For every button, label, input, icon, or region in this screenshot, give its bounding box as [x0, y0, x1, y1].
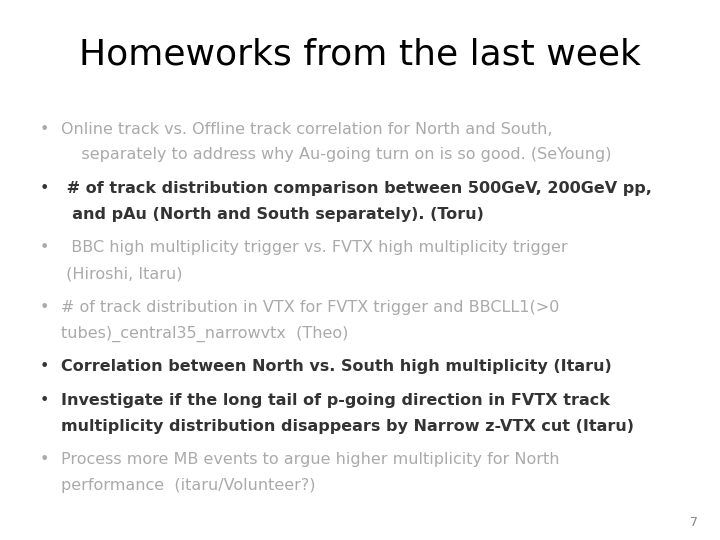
- Text: performance  (itaru/Volunteer?): performance (itaru/Volunteer?): [61, 478, 315, 493]
- Text: •: •: [40, 300, 49, 315]
- Text: and pAu (North and South separately). (Toru): and pAu (North and South separately). (T…: [61, 207, 484, 222]
- Text: •: •: [40, 181, 49, 196]
- Text: # of track distribution in VTX for FVTX trigger and BBCLL1(>0: # of track distribution in VTX for FVTX …: [61, 300, 559, 315]
- Text: (Hiroshi, Itaru): (Hiroshi, Itaru): [61, 266, 183, 281]
- Text: Online track vs. Offline track correlation for North and South,: Online track vs. Offline track correlati…: [61, 122, 553, 137]
- Text: Correlation between North vs. South high multiplicity (Itaru): Correlation between North vs. South high…: [61, 359, 612, 374]
- Text: tubes)_central35_narrowvtx  (Theo): tubes)_central35_narrowvtx (Theo): [61, 326, 348, 342]
- Text: •: •: [40, 122, 49, 137]
- Text: BBC high multiplicity trigger vs. FVTX high multiplicity trigger: BBC high multiplicity trigger vs. FVTX h…: [61, 240, 568, 255]
- Text: •: •: [40, 452, 49, 467]
- Text: multiplicity distribution disappears by Narrow z-VTX cut (Itaru): multiplicity distribution disappears by …: [61, 418, 634, 434]
- Text: Homeworks from the last week: Homeworks from the last week: [79, 38, 641, 72]
- Text: Investigate if the long tail of p-going direction in FVTX track: Investigate if the long tail of p-going …: [61, 393, 610, 408]
- Text: Process more MB events to argue higher multiplicity for North: Process more MB events to argue higher m…: [61, 452, 559, 467]
- Text: •: •: [40, 359, 49, 374]
- Text: 7: 7: [690, 516, 698, 529]
- Text: # of track distribution comparison between 500GeV, 200GeV pp,: # of track distribution comparison betwe…: [61, 181, 652, 196]
- Text: •: •: [40, 240, 49, 255]
- Text: •: •: [40, 393, 49, 408]
- Text: separately to address why Au-going turn on is so good. (SeYoung): separately to address why Au-going turn …: [61, 147, 612, 163]
